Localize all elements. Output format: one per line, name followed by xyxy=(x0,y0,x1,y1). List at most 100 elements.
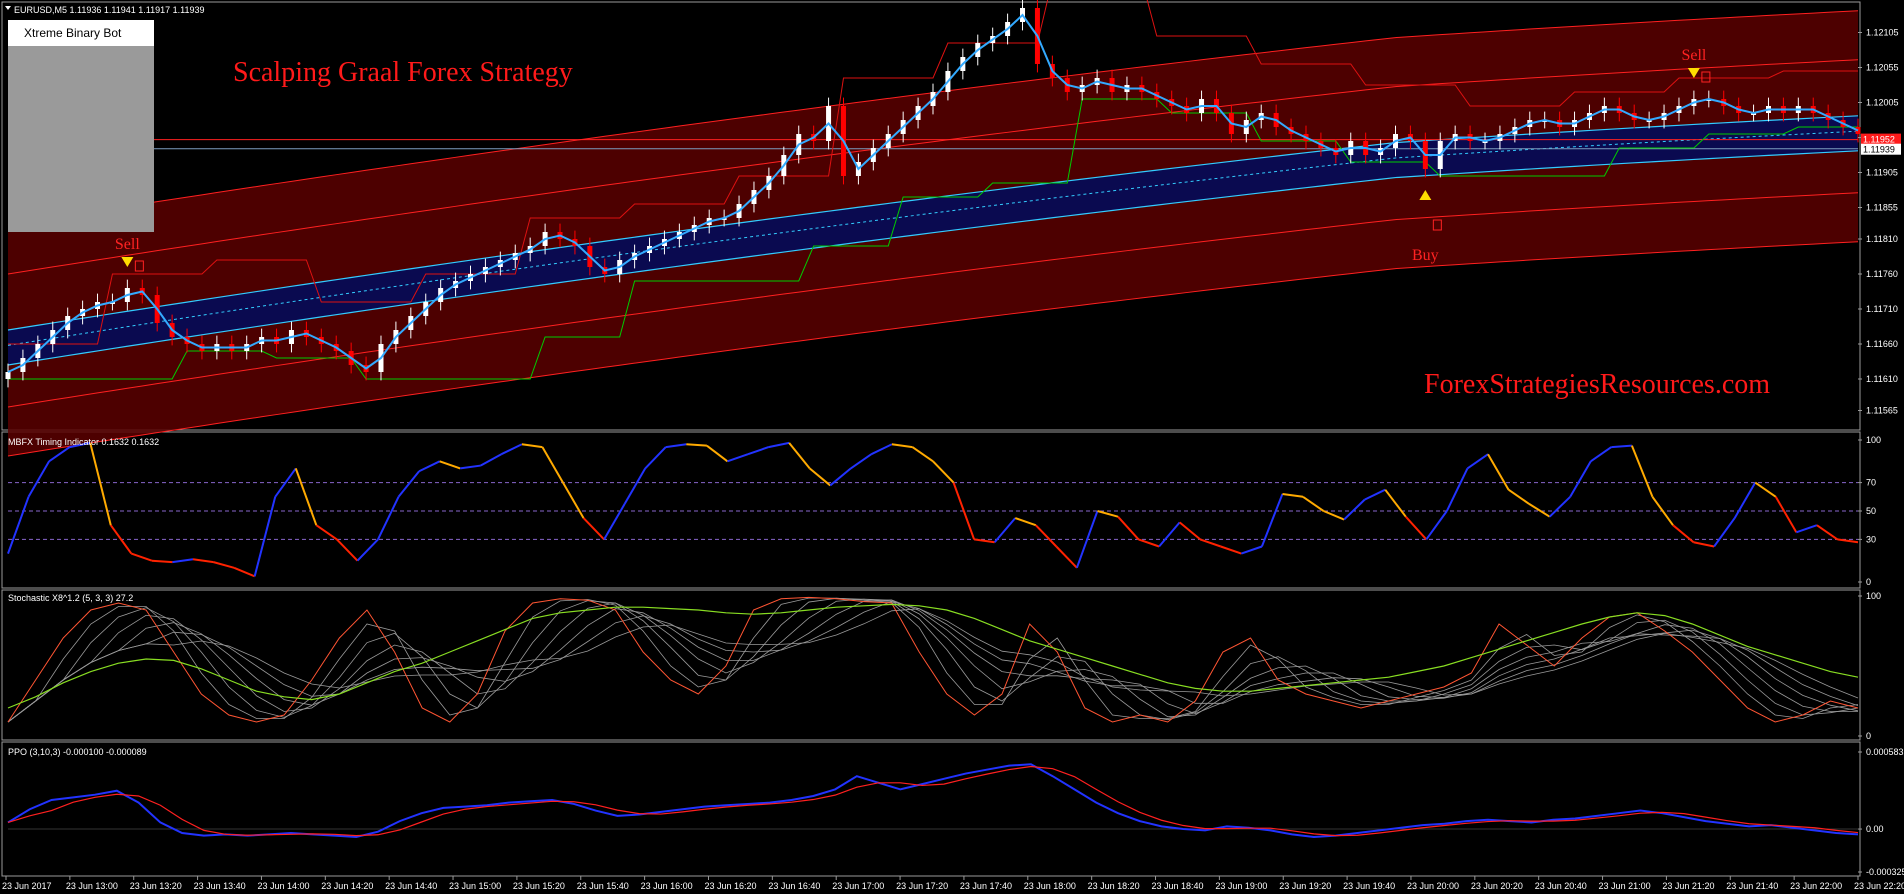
signal-outline-arrow-icon xyxy=(134,260,144,272)
timing-segment xyxy=(644,446,667,470)
y-tick-label: -0.000325 xyxy=(1866,867,1904,877)
x-tick-label: 23 Jun 14:00 xyxy=(257,881,309,891)
y-tick-label: 0 xyxy=(1866,577,1871,587)
timing-segment xyxy=(27,460,50,498)
timing-segment xyxy=(109,524,133,555)
timing-segment xyxy=(1075,510,1099,569)
x-tick-label: 23 Jun 21:20 xyxy=(1662,881,1714,891)
timing-segment xyxy=(69,441,91,449)
x-tick-label: 23 Jun 16:20 xyxy=(704,881,756,891)
x-tick-label: 23 Jun 22:00 xyxy=(1790,881,1842,891)
timing-segment xyxy=(1445,467,1469,512)
timing-segment xyxy=(1569,460,1592,498)
timing-segment xyxy=(829,467,852,487)
timing-segment xyxy=(768,441,790,449)
y-axis-labels: 1.121051.120551.120051.119551.119051.118… xyxy=(1858,28,1904,877)
y-tick-label: 1.11905 xyxy=(1866,168,1898,178)
timing-segment xyxy=(356,538,379,562)
channel-lower-inner-line xyxy=(7,192,1859,408)
x-tick-label: 23 Jun 20:40 xyxy=(1535,881,1587,891)
x-tick-label: 23 Jun 19:00 xyxy=(1215,881,1267,891)
timing-segment xyxy=(1837,538,1859,544)
timing-segment xyxy=(439,460,461,470)
timing-segment xyxy=(1630,445,1654,498)
timing-segment xyxy=(89,442,112,526)
signal-arrow-icon xyxy=(1419,190,1432,200)
x-tick-label: 23 Jun 19:40 xyxy=(1343,881,1395,891)
blue-band-fill xyxy=(8,115,1858,365)
timing-segment xyxy=(1816,524,1839,541)
stochastic-indicator-label: Stochastic X8^1.2 (5, 3, 3) 27.2 xyxy=(8,593,133,603)
timing-segment xyxy=(582,517,605,541)
ppo-indicator-label: PPO (3,10,3) -0.000100 -0.000089 xyxy=(8,747,147,757)
red-price-text: 1.11952 xyxy=(1863,135,1895,145)
y-tick-label: 0 xyxy=(1866,731,1871,741)
signal-arrow-icon xyxy=(1687,68,1700,78)
y-tick-label: 1.11810 xyxy=(1866,234,1898,244)
timing-segment xyxy=(911,446,934,463)
stochastic-gray-line xyxy=(7,598,1858,723)
timing-segment xyxy=(460,464,481,470)
timing-panel xyxy=(7,441,1859,578)
watermark-text: ForexStrategiesResources.com xyxy=(1424,369,1770,400)
timing-segment xyxy=(131,552,153,562)
x-axis-labels: 23 Jun 2017 23 Jun 13:00 23 Jun 13:20 23 Ju… xyxy=(2,876,1904,891)
timing-segment xyxy=(1179,521,1201,541)
price-panel: SellSellSellBuy xyxy=(5,0,1861,457)
timing-segment xyxy=(1405,516,1428,541)
y-tick-label: 0.000583 xyxy=(1866,747,1904,757)
x-tick-label: 23 Jun 16:00 xyxy=(641,881,693,891)
ppo-signal-line xyxy=(7,765,1859,837)
timing-segment xyxy=(706,444,729,463)
timing-segment xyxy=(1528,503,1551,518)
timing-segment xyxy=(665,443,687,449)
x-tick-label: 23 Jun 2017 xyxy=(2,881,52,891)
timing-segment xyxy=(192,558,214,564)
timing-segment xyxy=(1384,489,1407,518)
timing-segment xyxy=(932,460,955,484)
stochastic-gray-line xyxy=(7,597,1859,723)
timing-segment xyxy=(1138,538,1160,548)
ppo-main-line xyxy=(7,763,1859,838)
price-panel-frame xyxy=(1,1,1861,431)
x-tick-label: 23 Jun 14:20 xyxy=(321,881,373,891)
y-tick-label: 1.11565 xyxy=(1866,406,1898,416)
ppo-panel xyxy=(7,763,1859,838)
stochastic-panel-frame xyxy=(1,589,1861,741)
signal-outline-arrow-icon xyxy=(1432,219,1442,231)
y-tick-label: 100 xyxy=(1866,435,1881,445)
timing-segment xyxy=(521,443,543,449)
timing-segment xyxy=(377,496,400,540)
channel-upper-inner-line xyxy=(7,59,1859,275)
ppo-panel-frame xyxy=(1,741,1861,877)
price-moving-average xyxy=(7,13,1859,373)
signal-outline-arrow-icon xyxy=(1701,71,1711,83)
stochastic-gray-line xyxy=(7,597,1859,723)
timing-segment xyxy=(727,453,749,463)
x-tick-label: 23 Jun 20:20 xyxy=(1471,881,1523,891)
cyan-upper-line xyxy=(7,115,1859,331)
timing-segment xyxy=(603,503,626,540)
dropdown-triangle-icon[interactable] xyxy=(5,6,11,10)
timing-segment xyxy=(1651,496,1674,526)
x-tick-label: 23 Jun 15:20 xyxy=(513,881,565,891)
timing-segment xyxy=(1548,496,1571,518)
stochastic-gray-line xyxy=(7,601,1859,723)
x-tick-label: 23 Jun 19:20 xyxy=(1279,881,1331,891)
timing-segment xyxy=(1466,453,1489,470)
timing-segment xyxy=(1097,510,1119,518)
timing-segment xyxy=(1282,492,1304,498)
timing-segment xyxy=(213,561,235,569)
x-tick-label: 23 Jun 21:40 xyxy=(1726,881,1778,891)
timing-segment xyxy=(1055,545,1078,569)
current-price-box xyxy=(1861,143,1901,155)
x-tick-label: 23 Jun 18:00 xyxy=(1024,881,1076,891)
timing-segment xyxy=(788,442,811,470)
x-tick-label: 23 Jun 13:20 xyxy=(130,881,182,891)
stochastic-fast-line xyxy=(7,596,1859,723)
signal-label: Buy xyxy=(1412,247,1439,264)
timing-segment xyxy=(1014,517,1037,527)
timing-segment xyxy=(1117,516,1140,541)
timing-segment xyxy=(1693,541,1715,548)
